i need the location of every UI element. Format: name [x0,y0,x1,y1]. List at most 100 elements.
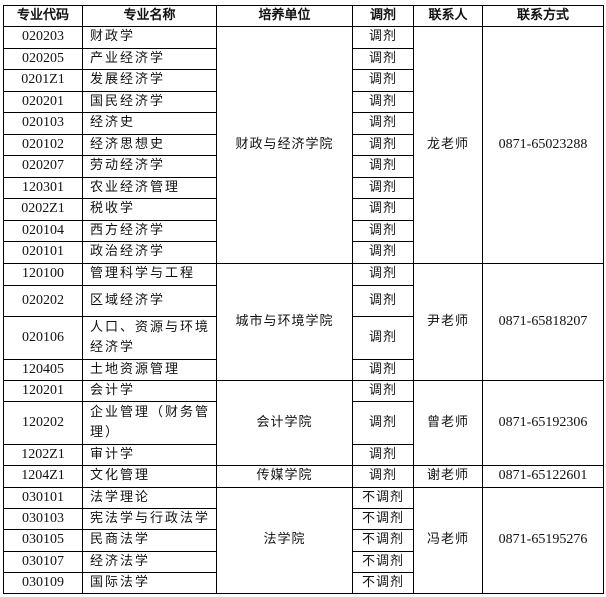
contact-phone: 0871-65122601 [482,464,604,488]
adjust-status: 调剂 [352,90,414,113]
major-code: 1202Z1 [3,443,83,466]
major-name: 区域经济学 [82,284,217,317]
training-unit: 城市与环境学院 [216,262,353,381]
major-name: 国际法学 [82,572,217,595]
major-code: 020203 [3,26,83,49]
table-row: 0201Z1 发展经济学 调剂 [3,69,604,92]
major-code: 030105 [3,529,83,552]
major-name: 企业管理（财务管理） [82,400,217,445]
major-code: 120202 [3,400,83,445]
adjust-status: 调剂 [352,176,414,199]
admissions-table: 专业代码 专业名称 培养单位 调剂 联系人 联系方式 020203 财政学 财政与经… [3,5,604,595]
major-name: 财政学 [82,26,217,49]
table-row: 020201 国民经济学 调剂 [3,90,604,113]
contact-person: 冯老师 [413,486,483,595]
header-name: 专业名称 [82,5,217,27]
major-name: 土地资源管理 [82,358,217,381]
table-row: 020102 经济思想史 调剂 [3,133,604,156]
major-name: 经济法学 [82,550,217,574]
major-code: 020103 [3,112,83,135]
major-name: 审计学 [82,443,217,466]
major-code: 120100 [3,262,83,286]
adjust-status: 调剂 [352,464,414,488]
major-name: 经济史 [82,112,217,135]
major-code: 020201 [3,90,83,113]
adjust-status: 调剂 [352,198,414,221]
major-name: 人口、资源与环境经济学 [82,315,217,360]
major-name: 经济思想史 [82,133,217,156]
table-row: 030103 宪法学与行政法学 不调剂 [3,507,604,531]
adjust-status: 调剂 [352,155,414,178]
adjust-status: 调剂 [352,112,414,135]
major-code: 030109 [3,572,83,595]
major-name: 会计学 [82,379,217,402]
table-row: 030101 法学理论 法学院 不调剂 冯老师 0871-65195276 [3,486,604,595]
major-name: 劳动经济学 [82,155,217,178]
adjust-status: 不调剂 [352,572,414,595]
contact-person: 龙老师 [413,26,483,264]
header-unit: 培养单位 [216,5,353,27]
table-row: 030109 国际法学 不调剂 [3,572,604,595]
major-name: 产业经济学 [82,47,217,70]
adjust-status: 调剂 [352,379,414,402]
major-code: 020101 [3,241,83,264]
contact-phone: 0871-65195276 [482,486,604,595]
major-name: 发展经济学 [82,69,217,92]
table-row: 120301 农业经济管理 调剂 [3,176,604,199]
table-row: 030105 民商法学 不调剂 [3,529,604,552]
table-row: 0202Z1 税收学 调剂 [3,198,604,221]
table-row: 120202 企业管理（财务管理） 调剂 [3,400,604,445]
adjust-status: 调剂 [352,358,414,381]
table-row: 030107 经济法学 不调剂 [3,550,604,574]
major-code: 020202 [3,284,83,317]
major-code: 030103 [3,507,83,531]
adjust-status: 调剂 [352,219,414,242]
major-name: 民商法学 [82,529,217,552]
major-name: 法学理论 [82,486,217,509]
table-row: 120405 土地资源管理 调剂 [3,358,604,381]
major-code: 120301 [3,176,83,199]
adjust-status: 调剂 [352,315,414,360]
major-code: 020102 [3,133,83,156]
training-unit: 财政与经济学院 [216,26,353,264]
header-code: 专业代码 [3,5,83,27]
adjust-status: 不调剂 [352,550,414,574]
major-name: 税收学 [82,198,217,221]
table-row: 020205 产业经济学 调剂 [3,47,604,70]
training-unit: 传媒学院 [216,464,353,488]
table-row: 020203 财政学 财政与经济学院 调剂 龙老师 0871-65023288 [3,26,604,264]
table-row: 1204Z1 文化管理 传媒学院 调剂 谢老师 0871-65122601 [3,464,604,488]
adjust-status: 不调剂 [352,529,414,552]
major-name: 国民经济学 [82,90,217,113]
major-code: 030101 [3,486,83,509]
table-row: 020104 西方经济学 调剂 [3,219,604,242]
header-adjust: 调剂 [352,5,414,27]
major-code: 120201 [3,379,83,402]
major-code: 020207 [3,155,83,178]
adjust-status: 调剂 [352,133,414,156]
major-code: 020106 [3,315,83,360]
header-contact: 联系人 [413,5,483,27]
adjust-status: 调剂 [352,443,414,466]
contact-person: 曾老师 [413,379,483,466]
contact-phone: 0871-65192306 [482,379,604,466]
contact-phone: 0871-65023288 [482,26,604,264]
training-unit: 法学院 [216,486,353,595]
major-code: 030107 [3,550,83,574]
major-code: 120405 [3,358,83,381]
header-phone: 联系方式 [482,5,604,27]
major-name: 管理科学与工程 [82,262,217,286]
contact-person: 谢老师 [413,464,483,488]
contact-phone: 0871-65818207 [482,262,604,381]
major-name: 政治经济学 [82,241,217,264]
major-name: 宪法学与行政法学 [82,507,217,531]
adjust-status: 调剂 [352,284,414,317]
adjust-status: 调剂 [352,262,414,286]
major-code: 1204Z1 [3,464,83,488]
header-row: 专业代码 专业名称 培养单位 调剂 联系人 联系方式 [3,5,604,27]
table-row: 020106 人口、资源与环境经济学 调剂 [3,315,604,360]
table-row: 120201 会计学 会计学院 调剂 曾老师 0871-65192306 [3,379,604,466]
major-code: 0201Z1 [3,69,83,92]
major-code: 020205 [3,47,83,70]
contact-person: 尹老师 [413,262,483,381]
